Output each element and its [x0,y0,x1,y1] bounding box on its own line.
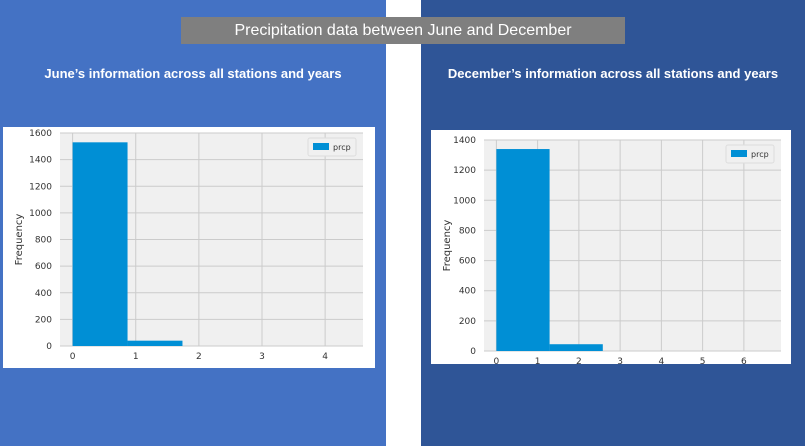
december-x-tick-label: 1 [535,357,541,364]
june-histogram-bar [127,340,183,346]
december-legend-swatch [731,150,747,157]
june-y-tick-label: 1600 [29,129,52,139]
june-y-tick-label: 1400 [29,156,52,166]
december-x-tick-label: 0 [494,357,500,364]
june-histogram-svg: 0 200 400 600 800 1000 1200 1400 1600 0 1 2 3 4 Freque… [14,129,363,362]
december-y-tick-label: 600 [459,257,476,267]
december-histogram-bar [549,344,603,351]
page-title: Precipitation data between June and Dece… [181,17,625,44]
june-histogram-bar [72,142,128,346]
june-y-axis-label: Frequency [14,214,25,266]
december-y-tick-label: 1000 [453,196,476,206]
december-x-tick-label: 4 [659,357,665,364]
june-y-tick-label: 200 [35,315,52,325]
december-y-tick-label: 200 [459,317,476,327]
december-subtitle: December’s information across all statio… [447,66,779,81]
december-histogram-svg: 0 200 400 600 800 1000 1200 1400 0 1 2 3 4 5 6 Frequenc… [442,136,781,367]
december-x-tick-label: 5 [700,357,706,364]
december-legend-box [725,144,775,164]
december-y-tick-label: 0 [470,347,476,357]
december-x-tick-label: 3 [617,357,623,364]
june-y-tick-label: 0 [46,342,52,352]
december-x-tick-label: 2 [576,357,582,364]
june-subtitle: June’s information across all stations a… [44,66,342,81]
december-y-tick-label: 400 [459,287,476,297]
june-x-tick-label: 0 [70,352,76,362]
june-y-tick-label: 600 [35,262,52,272]
december-legend-label: prcp [751,150,769,159]
december-histogram: 0 200 400 600 800 1000 1200 1400 0 1 2 3 4 5 6 Frequenc… [431,130,791,367]
june-x-tick-label: 2 [196,352,202,362]
december-histogram-bar [496,149,550,351]
june-legend-swatch [313,143,329,150]
june-legend-box [307,137,357,157]
december-legend: prcp [725,144,775,164]
june-legend-label: prcp [333,143,351,152]
june-x-tick-label: 1 [133,352,139,362]
june-y-tick-label: 400 [35,289,52,299]
june-y-tick-label: 1200 [29,182,52,192]
december-y-tick-label: 800 [459,226,476,236]
june-y-tick-label: 1000 [29,209,52,219]
june-x-tick-label: 3 [259,352,265,362]
june-histogram: 0 200 400 600 800 1000 1200 1400 1600 0 1 2 3 4 Freque… [3,127,375,368]
december-y-tick-label: 1200 [453,166,476,176]
june-y-tick-label: 800 [35,236,52,246]
december-x-tick-label: 6 [741,357,747,364]
december-y-tick-label: 1400 [453,136,476,146]
june-legend: prcp [307,137,357,157]
december-y-axis-label: Frequency [442,220,453,272]
june-x-tick-label: 4 [322,352,328,362]
